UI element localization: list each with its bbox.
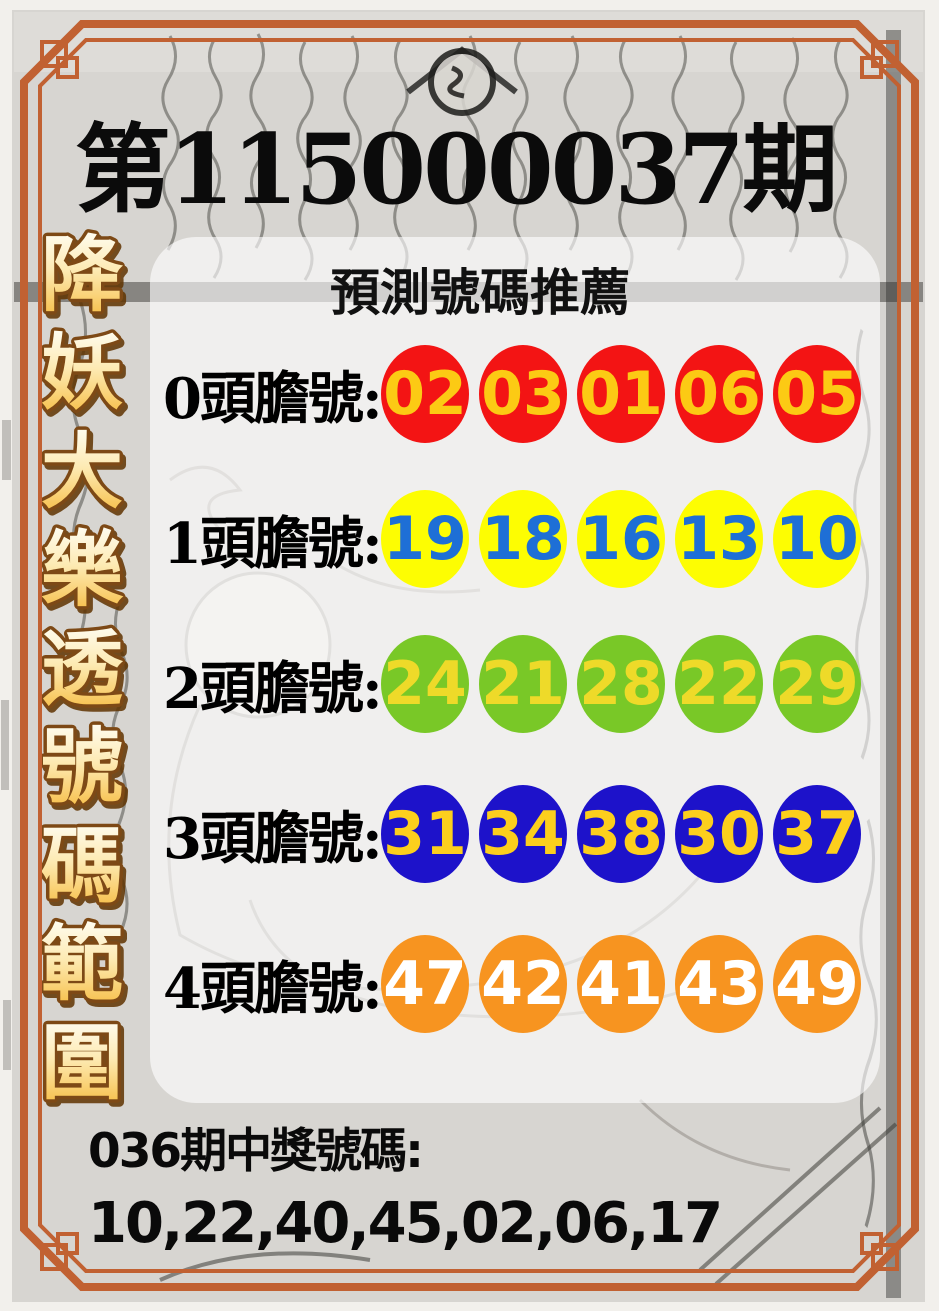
sidebar-char: 大: [41, 425, 123, 520]
sidebar-char: 號: [41, 720, 123, 815]
lottery-ball: 24: [381, 635, 469, 733]
page-title: 第115000037期: [74, 113, 838, 226]
lottery-ball: 41: [577, 935, 665, 1033]
row-label: 0頭膽號:: [163, 365, 383, 432]
lottery-ball: 02: [381, 345, 469, 443]
lottery-ball: 19: [381, 490, 469, 588]
lottery-ball: 37: [773, 785, 861, 883]
winning-numbers: 10,22,40,45,02,06,17: [88, 1191, 723, 1256]
lottery-ball: 47: [381, 935, 469, 1033]
lottery-ball: 29: [773, 635, 861, 733]
lottery-ball: 22: [675, 635, 763, 733]
lottery-ball: 49: [773, 935, 861, 1033]
ball-group: 02 03 01 06 05: [381, 345, 861, 443]
lottery-ball: 01: [577, 345, 665, 443]
prediction-row: 2頭膽號: 24 21 28 22 29: [163, 635, 861, 733]
panel-title: 預測號碼推薦: [330, 263, 630, 322]
lottery-ball: 18: [479, 490, 567, 588]
lottery-ball: 16: [577, 490, 665, 588]
prediction-row: 3頭膽號: 31 34 38 30 37: [163, 785, 861, 883]
sidebar-char: 圍: [41, 1016, 123, 1111]
lottery-ball: 38: [577, 785, 665, 883]
lottery-ball: 42: [479, 935, 567, 1033]
paper-edge-texture: [1, 420, 11, 1070]
row-label: 1頭膽號:: [163, 510, 383, 577]
lottery-ball: 10: [773, 490, 861, 588]
prediction-row: 4頭膽號: 47 42 41 43 49: [163, 935, 861, 1033]
lottery-ball: 03: [479, 345, 567, 443]
winning-numbers-label: 036期中獎號碼:: [88, 1124, 424, 1179]
row-label: 2頭膽號:: [163, 655, 383, 722]
lottery-ball: 31: [381, 785, 469, 883]
sidebar-vertical-text: 降 妖 大 樂 透 號 碼 範 圍: [37, 228, 127, 1115]
ball-group: 19 18 16 13 10: [381, 490, 861, 588]
prediction-row: 1頭膽號: 19 18 16 13 10: [163, 490, 861, 588]
lottery-ball: 05: [773, 345, 861, 443]
row-label: 3頭膽號:: [163, 805, 383, 872]
sidebar-char: 樂: [41, 523, 124, 618]
sidebar-char: 碼: [41, 819, 123, 914]
row-label: 4頭膽號:: [163, 955, 383, 1022]
footer: 036期中獎號碼: 10,22,40,45,02,06,17: [88, 1112, 908, 1256]
prediction-row: 0頭膽號: 02 03 01 06 05: [163, 345, 861, 443]
lottery-ball: 28: [577, 635, 665, 733]
sidebar-char: 妖: [41, 326, 123, 421]
sidebar-char: 透: [41, 622, 124, 717]
ball-group: 24 21 28 22 29: [381, 635, 861, 733]
lottery-ball: 13: [675, 490, 763, 588]
ball-group: 31 34 38 30 37: [381, 785, 861, 883]
lottery-ball: 43: [675, 935, 763, 1033]
lottery-ball: 34: [479, 785, 567, 883]
sidebar-char: 範: [41, 917, 123, 1012]
ball-group: 47 42 41 43 49: [381, 935, 861, 1033]
lottery-ball: 06: [675, 345, 763, 443]
sidebar-char: 降: [41, 228, 123, 323]
lottery-ball: 30: [675, 785, 763, 883]
lottery-ball: 21: [479, 635, 567, 733]
prediction-panel: 預測號碼推薦 0頭膽號: 02 03 01 06 05 1頭膽號: 19 18 …: [150, 237, 880, 1103]
